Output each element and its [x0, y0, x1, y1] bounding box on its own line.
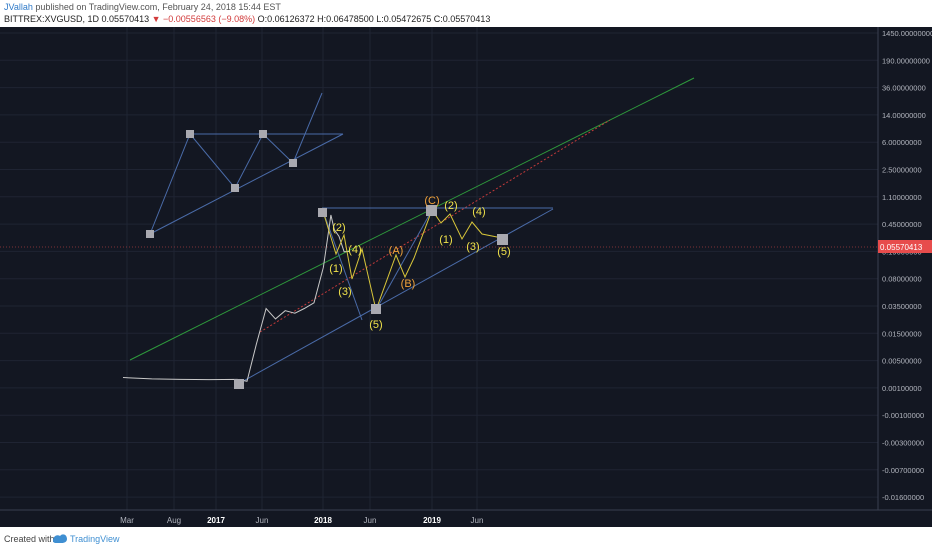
red-dotted-trendline: [259, 119, 611, 333]
y-tick-label: 2.50000000: [882, 166, 922, 175]
created-with-text: Created with: [4, 534, 55, 544]
wave-label: (1): [329, 263, 342, 275]
x-tick-label: Aug: [167, 516, 181, 525]
projection-marker: [259, 130, 267, 138]
wave-label: (A): [389, 245, 404, 257]
wave-labels: (2)(4)(1)(3)(5)(A)(B)(C) (2)(1)(4)(3) (5): [329, 195, 510, 331]
tradingview-logo-icon[interactable]: [52, 531, 68, 547]
last-price-badge-text: 0.05570413: [880, 243, 923, 252]
y-tick-label: -0.00300000: [882, 439, 924, 448]
blue-left-channel: [321, 207, 363, 321]
x-tick-label: 2019: [423, 516, 441, 525]
wave-label: (5): [497, 246, 510, 258]
price-change: ▼ −0.00556563 (−9.08%): [151, 14, 256, 24]
y-tick-label: 6.00000000: [882, 138, 922, 147]
y-tick-label: -0.00100000: [882, 411, 924, 420]
wave-marker: [426, 205, 437, 216]
symbol-info: BITTREX:XVGUSD, 1D 0.05570413 ▼ −0.00556…: [4, 14, 490, 26]
wave-marker: [318, 208, 327, 217]
x-tick-label: Jun: [364, 516, 377, 525]
y-tick-label: 190.00000000: [882, 56, 930, 65]
projection-drawing: [146, 92, 344, 238]
published-text: published on TradingView.com, February 2…: [35, 2, 281, 12]
author-link[interactable]: JVallah: [4, 2, 33, 12]
y-tick-label: 0.08000000: [882, 275, 922, 284]
elliott-path: [321, 207, 503, 312]
price-series-line: [122, 214, 351, 382]
wave-label: (2): [332, 222, 345, 234]
publish-info: JVallah published on TradingView.com, Fe…: [4, 2, 281, 14]
wave-label: (3): [466, 241, 479, 253]
y-tick-label: 1450.00000000: [882, 29, 932, 38]
wave-label: (2): [444, 200, 457, 212]
y-tick-label: 0.03500000: [882, 302, 922, 311]
wave-label: (C): [424, 195, 439, 207]
y-tick-label: 1.10000000: [882, 193, 922, 202]
y-tick-label: -0.01600000: [882, 493, 924, 502]
price-chart[interactable]: (2)(4)(1)(3)(5)(A)(B)(C) (2)(1)(4)(3) (5) …: [0, 27, 932, 527]
projection-marker: [231, 184, 239, 192]
x-tick-label: 2018: [314, 516, 332, 525]
wave-label: (1): [439, 234, 452, 246]
x-tick-label: Jun: [471, 516, 484, 525]
projection-marker: [186, 130, 194, 138]
wave-label: (4): [472, 206, 485, 218]
y-tick-label: 0.45000000: [882, 220, 922, 229]
y-tick-label: 0.00100000: [882, 384, 922, 393]
footer: Created with TradingView: [0, 528, 932, 550]
green-trendline: [129, 77, 695, 361]
wave-label: (4): [348, 244, 361, 256]
y-tick-label: 14.00000000: [882, 111, 926, 120]
y-tick-label: -0.00700000: [882, 466, 924, 475]
ohlc-values: O:0.06126372 H:0.06478500 L:0.05472675 C…: [257, 14, 491, 24]
projection-bottom-line: [149, 133, 344, 235]
wave-marker: [497, 234, 508, 245]
x-axis-ticks: Mar Aug 2017 Jun 2018 Jun 2019 Jun: [120, 516, 483, 525]
last-price-badge: [878, 240, 932, 253]
last-price: 0.05570413: [101, 14, 150, 24]
wave-marker: [371, 304, 381, 314]
tradingview-brand[interactable]: TradingView: [70, 534, 120, 544]
y-tick-label: 0.00500000: [882, 357, 922, 366]
wave-marker: [234, 379, 244, 389]
wave-label: (3): [338, 286, 351, 298]
symbol: BITTREX:XVGUSD, 1D: [4, 14, 100, 24]
y-tick-label: 0.01500000: [882, 329, 922, 338]
projection-path: [149, 92, 323, 235]
grid-lines: [0, 27, 878, 510]
wave-label: (5): [369, 319, 382, 331]
projection-marker: [146, 230, 154, 238]
chart-area[interactable]: (2) (4) (1) (3) (5) (A) (B) (C) (2) (1) (4) (3) (5) …: [0, 27, 932, 527]
x-tick-label: Mar: [120, 516, 134, 525]
y-axis-panel: [878, 27, 932, 510]
x-tick-label: Jun: [256, 516, 269, 525]
projection-marker: [289, 159, 297, 167]
y-tick-label: 36.00000000: [882, 84, 926, 93]
wave-label: (B): [401, 278, 416, 290]
x-tick-label: 2017: [207, 516, 225, 525]
blue-mid-channel: [375, 209, 433, 311]
chart-background: [0, 27, 932, 527]
